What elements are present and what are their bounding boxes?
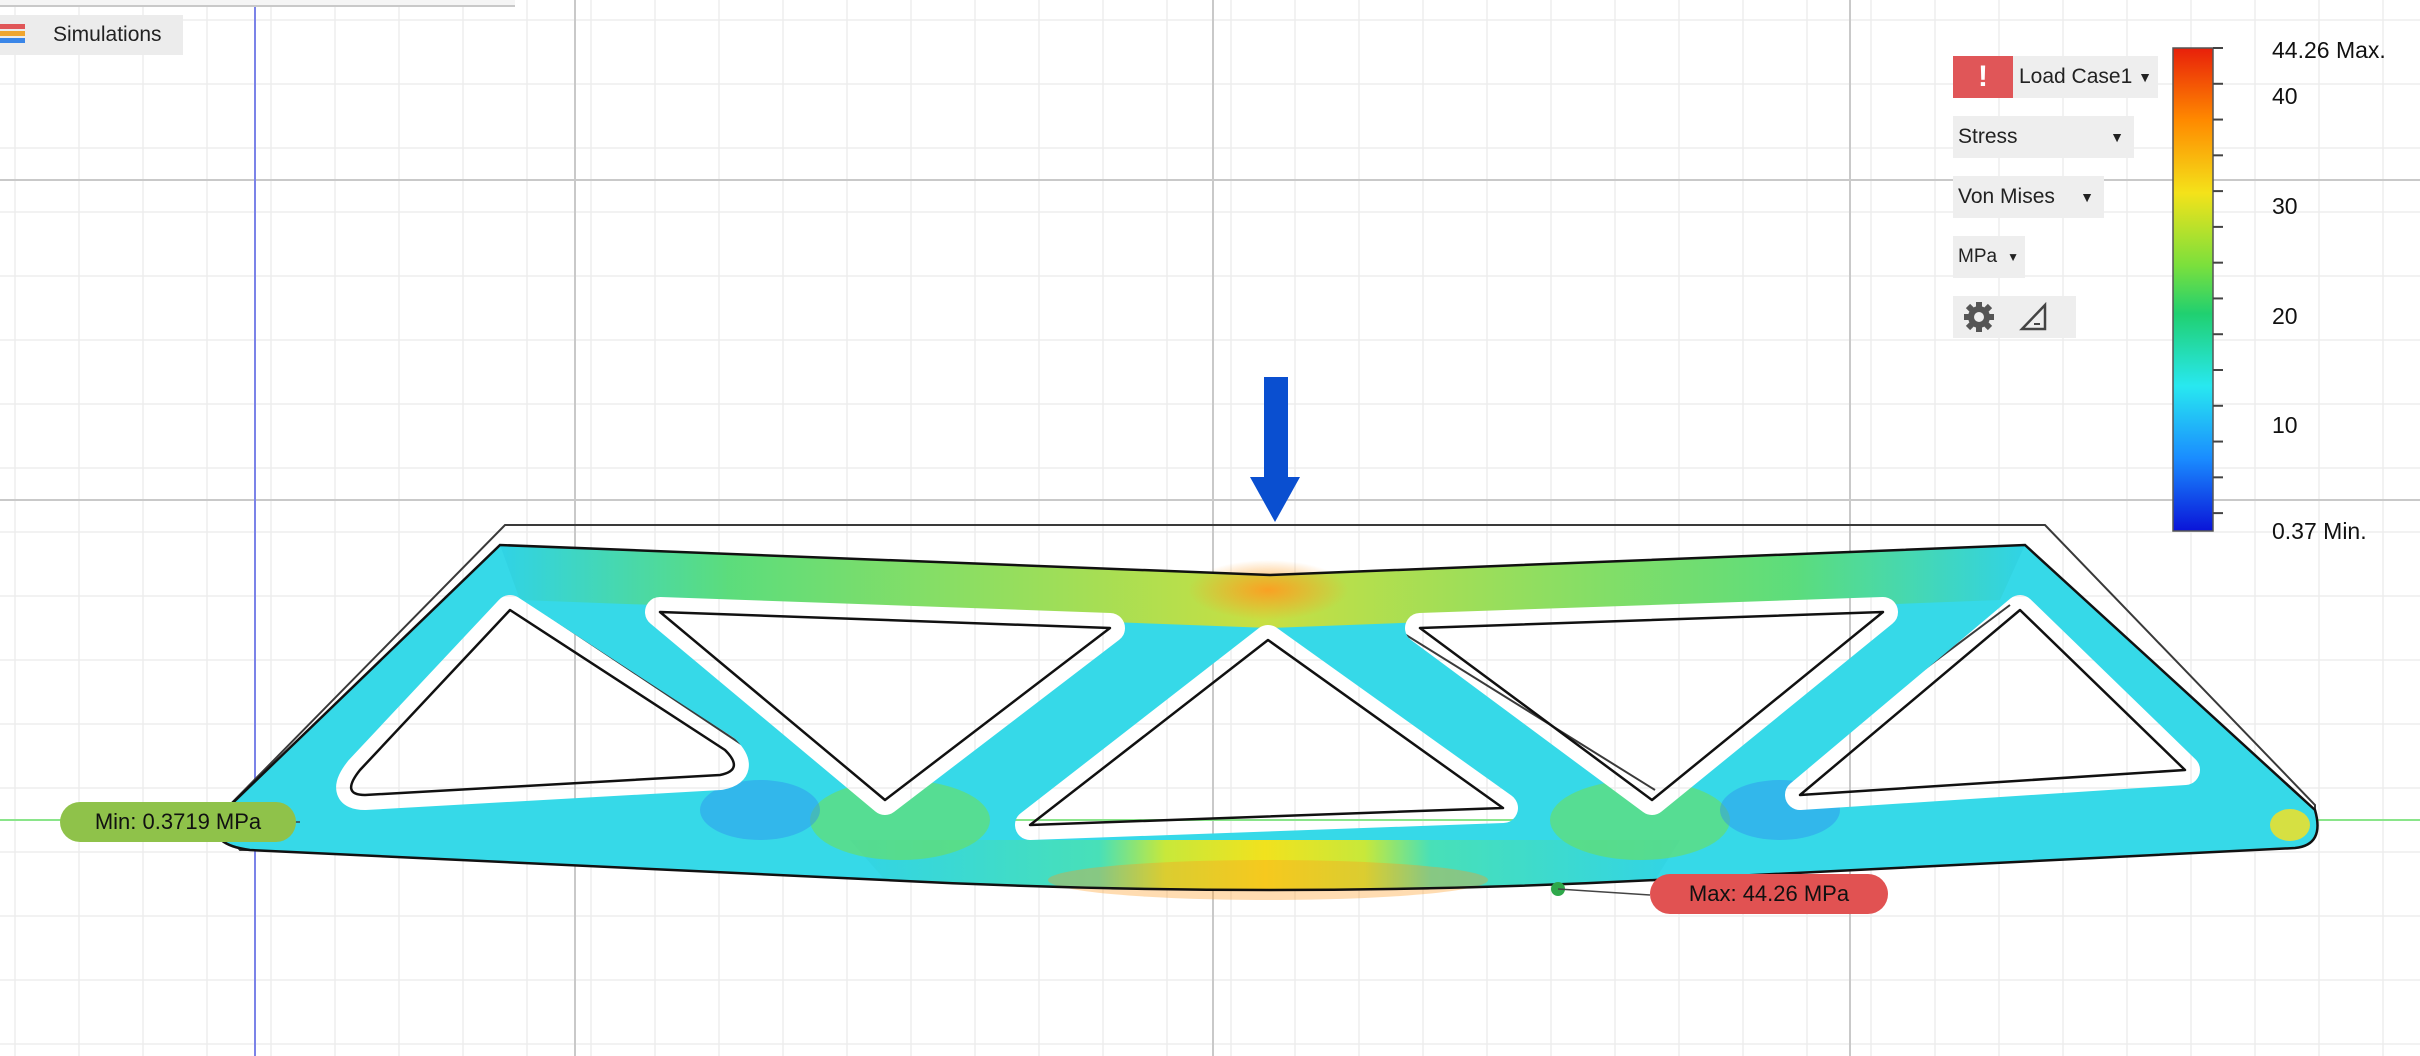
legend-max-label: 44.26 Max. [2272, 37, 2386, 63]
result-mode-dropdown[interactable]: Von Mises ▼ [1953, 176, 2104, 218]
gear-icon[interactable] [1961, 299, 1997, 335]
min-stress-tag[interactable]: Min: 0.3719 MPa [60, 802, 296, 842]
min-stress-value: Min: 0.3719 MPa [94, 809, 262, 834]
legend-tick-label: 30 [2272, 193, 2298, 219]
undeformed-outline [213, 524, 2316, 852]
chevron-down-icon: ▼ [2007, 250, 2019, 264]
simulations-label: Simulations [53, 23, 162, 46]
triangle-ruler-icon[interactable] [2019, 302, 2049, 332]
result-tools-bar [1953, 296, 2076, 338]
chevron-down-icon: ▼ [2110, 129, 2124, 145]
stress-contour-truss[interactable] [214, 545, 2318, 900]
result-mode-value: Von Mises [1958, 185, 2055, 208]
chevron-down-icon: ▼ [2138, 69, 2152, 85]
result-type-dropdown[interactable]: Stress ▼ [1953, 116, 2134, 158]
legend-tick-label: 10 [2272, 412, 2298, 438]
max-stress-value: Max: 44.26 MPa [1688, 881, 1850, 906]
alert-icon: ! [1978, 60, 1988, 93]
unit-dropdown[interactable]: MPa ▼ [1953, 236, 2025, 278]
load-arrow[interactable] [1250, 377, 1300, 522]
max-stress-tag[interactable]: Max: 44.26 MPa [1650, 874, 1888, 914]
simulations-tab[interactable]: Simulations [0, 15, 183, 55]
top-panel-edge [0, 0, 515, 7]
chevron-down-icon: ▼ [2080, 189, 2094, 205]
load-case-value: Load Case1 [2019, 65, 2133, 88]
legend-ticks [2213, 47, 2223, 515]
legend-color-bar [2172, 47, 2214, 532]
truss-hole-outlines [350, 608, 2187, 827]
stacked-bars-icon [0, 24, 25, 43]
deformed-outline [213, 543, 2319, 892]
legend-min-label: 0.37 Min. [2272, 518, 2367, 544]
legend-tick-label: 40 [2272, 83, 2298, 109]
alert-button[interactable]: ! [1953, 56, 2013, 98]
result-type-value: Stress [1958, 125, 2018, 148]
load-case-dropdown[interactable]: Load Case1 ▼ [2013, 56, 2158, 98]
legend-tick-label: 20 [2272, 303, 2298, 329]
unit-value: MPa [1958, 246, 1998, 267]
max-probe-leader [1557, 888, 1651, 896]
